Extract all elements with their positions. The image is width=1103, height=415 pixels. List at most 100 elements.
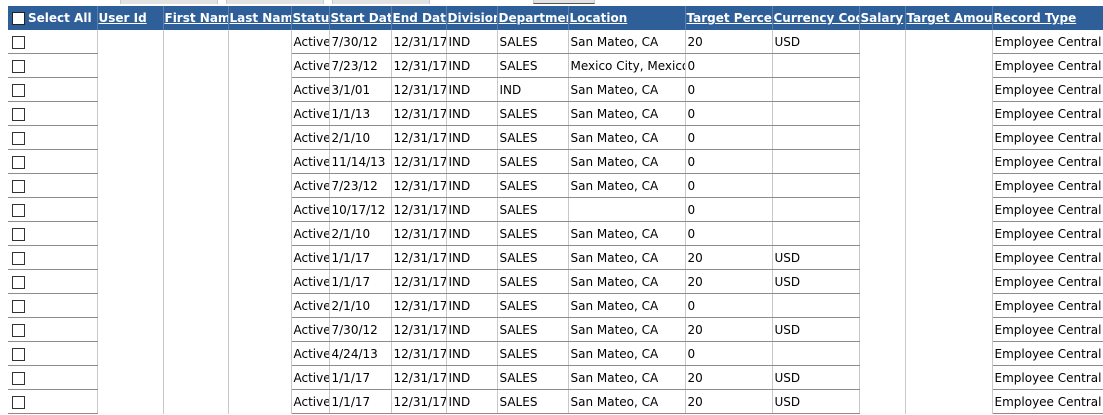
cell-first-name: [163, 245, 229, 270]
table-row[interactable]: Active 4/24/13 12/31/17 IND SALES San Mateo, …: [8, 341, 1103, 366]
cell-currency-code: USD: [772, 389, 860, 414]
table-row[interactable]: Active 1/1/17 12/31/17 IND SALES San Mateo, C…: [8, 269, 1103, 294]
row-checkbox[interactable]: [12, 323, 25, 337]
row-checkbox[interactable]: [12, 83, 25, 97]
column-header-location[interactable]: Location: [568, 6, 686, 30]
row-select-cell[interactable]: [8, 389, 98, 414]
row-select-cell[interactable]: [8, 341, 98, 366]
table-row[interactable]: Active 2/1/10 12/31/17 IND SALES San Mateo, C…: [8, 293, 1103, 318]
table-row[interactable]: Active 3/1/01 12/31/17 IND IND San Mateo, CA 0…: [8, 77, 1103, 102]
row-select-cell[interactable]: [8, 269, 98, 294]
cell-record-type: Employee Central: [992, 221, 1103, 246]
cell-division: IND: [446, 197, 498, 222]
table-row[interactable]: Active 2/1/10 12/31/17 IND SALES San Mateo, C…: [8, 221, 1103, 246]
sort-link-salary[interactable]: Salary: [860, 11, 904, 25]
select-all-checkbox[interactable]: [12, 12, 25, 25]
sort-link-target-percent[interactable]: Target Percent: [686, 11, 772, 25]
row-checkbox[interactable]: [12, 371, 25, 385]
sort-link-record-type[interactable]: Record Type: [993, 11, 1077, 25]
cell-target-amount: [905, 101, 993, 126]
table-row[interactable]: Active 1/1/13 12/31/17 IND SALES San Mateo, C…: [8, 101, 1103, 126]
sort-link-target-amount[interactable]: Target Amount: [906, 11, 992, 25]
sort-link-currency-code[interactable]: Currency Code: [773, 11, 859, 25]
column-header-division[interactable]: Division: [446, 6, 498, 30]
row-select-cell[interactable]: [8, 30, 98, 54]
column-header-first-name[interactable]: First Name: [163, 6, 229, 30]
row-checkbox[interactable]: [12, 179, 25, 193]
cell-division: IND: [446, 341, 498, 366]
column-header-currency-code[interactable]: Currency Code: [772, 6, 860, 30]
cell-target-percent: 0: [685, 53, 773, 78]
sort-link-department[interactable]: Department: [498, 11, 568, 25]
row-select-cell[interactable]: [8, 125, 98, 150]
row-select-cell[interactable]: [8, 101, 98, 126]
select-all-header[interactable]: Select All: [8, 6, 98, 30]
cell-last-name: [228, 293, 292, 318]
row-select-cell[interactable]: [8, 293, 98, 318]
column-header-end-date[interactable]: End Date: [391, 6, 447, 30]
table-row[interactable]: Active 1/1/17 12/31/17 IND SALES San Mateo, C…: [8, 245, 1103, 270]
row-select-cell[interactable]: [8, 221, 98, 246]
row-checkbox[interactable]: [12, 131, 25, 145]
column-header-last-name[interactable]: Last Name: [228, 6, 292, 30]
cell-user-id: [97, 269, 164, 294]
sort-link-last-name[interactable]: Last Name: [229, 11, 291, 25]
row-checkbox[interactable]: [12, 299, 25, 313]
row-checkbox[interactable]: [12, 347, 25, 361]
cell-division: IND: [446, 269, 498, 294]
sort-link-status[interactable]: Status: [292, 11, 329, 25]
row-checkbox[interactable]: [12, 155, 25, 169]
table-row[interactable]: Active 7/23/12 12/31/17 IND SALES San Mateo, …: [8, 173, 1103, 198]
cell-first-name: [163, 101, 229, 126]
table-row[interactable]: Active 7/30/12 12/31/17 IND SALES San Mateo, …: [8, 30, 1103, 54]
row-select-cell[interactable]: [8, 197, 98, 222]
toolbar-tab[interactable]: [120, 0, 218, 4]
row-select-cell[interactable]: [8, 365, 98, 390]
table-row[interactable]: Active 1/1/17 12/31/17 IND SALES San Mateo, C…: [8, 389, 1103, 414]
cell-start-date: 1/1/17: [329, 245, 392, 270]
select-all-label[interactable]: Select All: [28, 11, 92, 25]
row-checkbox[interactable]: [12, 203, 25, 217]
sort-link-location[interactable]: Location: [569, 11, 628, 25]
row-checkbox[interactable]: [12, 275, 25, 289]
cell-location: San Mateo, CA: [568, 293, 686, 318]
column-header-start-date[interactable]: Start Date: [329, 6, 392, 30]
column-header-status[interactable]: Status: [291, 6, 330, 30]
table-row[interactable]: Active 2/1/10 12/31/17 IND SALES San Mateo, C…: [8, 125, 1103, 150]
row-checkbox[interactable]: [12, 251, 25, 265]
row-select-cell[interactable]: [8, 77, 98, 102]
column-header-salary[interactable]: Salary: [859, 6, 906, 30]
sort-link-end-date[interactable]: End Date: [392, 11, 446, 25]
column-header-target-percent[interactable]: Target Percent: [685, 6, 773, 30]
toolbar-tab[interactable]: [226, 0, 324, 4]
toolbar-input[interactable]: [533, 0, 595, 4]
table-row[interactable]: Active 11/14/13 12/31/17 IND SALES San Mateo,…: [8, 149, 1103, 174]
table-row[interactable]: Active 7/30/12 12/31/17 IND SALES San Mateo, …: [8, 317, 1103, 342]
column-header-target-amount[interactable]: Target Amount: [905, 6, 993, 30]
row-select-cell[interactable]: [8, 53, 98, 78]
sort-link-start-date[interactable]: Start Date: [330, 11, 391, 25]
toolbar-tab[interactable]: [332, 0, 430, 4]
sort-link-division[interactable]: Division: [447, 11, 497, 25]
row-checkbox[interactable]: [12, 227, 25, 241]
sort-link-first-name[interactable]: First Name: [164, 11, 228, 25]
table-row[interactable]: Active 7/23/12 12/31/17 IND SALES Mexico City…: [8, 53, 1103, 78]
column-header-user-id[interactable]: User Id: [97, 6, 164, 30]
table-row[interactable]: Active 10/17/12 12/31/17 IND SALES 0 Employee …: [8, 197, 1103, 222]
row-checkbox[interactable]: [12, 35, 25, 49]
cell-record-type: Employee Central: [992, 30, 1103, 54]
row-select-cell[interactable]: [8, 173, 98, 198]
row-checkbox[interactable]: [12, 59, 25, 73]
toolbar-strip: [0, 0, 1103, 4]
row-select-cell[interactable]: [8, 317, 98, 342]
row-select-cell[interactable]: [8, 149, 98, 174]
column-header-record-type[interactable]: Record Type: [992, 6, 1103, 30]
row-checkbox[interactable]: [12, 395, 25, 409]
table-row[interactable]: Active 1/1/17 12/31/17 IND SALES San Mateo, C…: [8, 365, 1103, 390]
sort-link-user-id[interactable]: User Id: [98, 11, 147, 25]
cell-currency-code: [772, 77, 860, 102]
row-checkbox[interactable]: [12, 107, 25, 121]
row-select-cell[interactable]: [8, 245, 98, 270]
column-header-department[interactable]: Department: [497, 6, 569, 30]
cell-start-date: 7/23/12: [329, 173, 392, 198]
